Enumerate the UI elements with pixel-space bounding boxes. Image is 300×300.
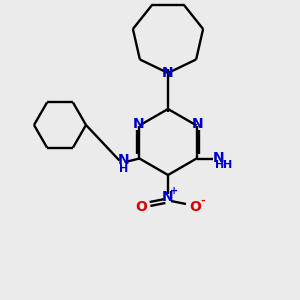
Text: H: H [223, 160, 232, 170]
Text: N: N [162, 190, 174, 204]
Text: N: N [133, 118, 144, 131]
Text: N: N [118, 154, 129, 167]
Text: H: H [119, 164, 128, 175]
Text: O: O [135, 200, 147, 214]
Text: N: N [192, 118, 203, 131]
Text: N: N [162, 66, 174, 80]
Text: O: O [189, 200, 201, 214]
Text: N: N [213, 151, 224, 164]
Text: +: + [170, 186, 178, 196]
Text: H: H [215, 160, 224, 170]
Text: -: - [201, 196, 205, 206]
